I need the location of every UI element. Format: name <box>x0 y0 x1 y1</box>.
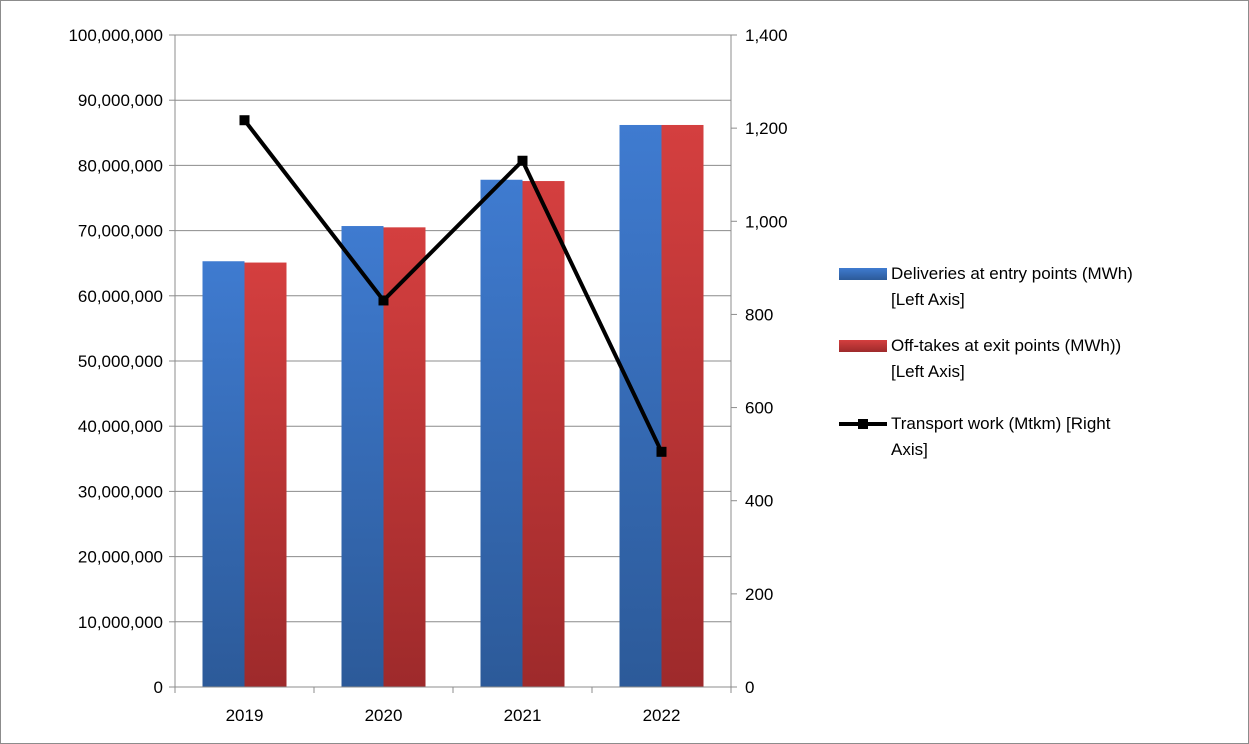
bar-deliveries-2020 <box>341 226 384 687</box>
legend-label-0-1: [Left Axis] <box>891 290 965 309</box>
bar-deliveries-2021 <box>480 179 523 687</box>
bar-offtakes-2021 <box>522 181 565 687</box>
right-tick-label: 0 <box>745 678 754 697</box>
right-tick-label: 1,400 <box>745 26 788 45</box>
right-tick-label: 200 <box>745 585 773 604</box>
legend: Deliveries at entry points (MWh) [Left Ax… <box>839 264 1133 459</box>
left-tick-label: 20,000,000 <box>78 548 163 567</box>
transport-work-line <box>242 119 664 453</box>
legend-swatch-marker <box>858 419 868 429</box>
left-tick-label: 40,000,000 <box>78 417 163 436</box>
legend-label-0-0: Deliveries at entry points (MWh) <box>891 264 1133 283</box>
left-tick-label: 90,000,000 <box>78 91 163 110</box>
transport-work-point-2021 <box>517 155 528 166</box>
x-tick-label: 2021 <box>504 706 542 725</box>
bars <box>202 124 704 687</box>
left-tick-label: 70,000,000 <box>78 222 163 241</box>
right-tick-label: 600 <box>745 399 773 418</box>
left-tick-label: 0 <box>154 678 163 697</box>
right-tick-label: 1,200 <box>745 119 788 138</box>
transport-work-point-2020 <box>378 295 389 306</box>
left-tick-label: 100,000,000 <box>68 26 163 45</box>
left-tick-label: 60,000,000 <box>78 287 163 306</box>
left-tick-label: 10,000,000 <box>78 613 163 632</box>
legend-label-2-1: Axis] <box>891 440 928 459</box>
left-tick-label: 80,000,000 <box>78 156 163 175</box>
x-tick-label: 2020 <box>365 706 403 725</box>
right-tick-label: 1,000 <box>745 212 788 231</box>
line-series <box>239 115 667 457</box>
legend-swatch-1 <box>839 340 887 352</box>
bar-offtakes-2022 <box>661 124 704 687</box>
transport-work-point-2022 <box>656 446 667 457</box>
left-tick-label: 30,000,000 <box>78 482 163 501</box>
x-tick-label: 2019 <box>226 706 264 725</box>
bar-offtakes-2019 <box>244 262 287 687</box>
x-tick-label: 2022 <box>643 706 681 725</box>
right-tick-label: 400 <box>745 492 773 511</box>
bar-offtakes-2020 <box>383 227 426 687</box>
legend-swatch-0 <box>839 268 887 280</box>
transport-work-point-2019 <box>239 115 250 126</box>
legend-label-1-1: [Left Axis] <box>891 362 965 381</box>
legend-label-2-0: Transport work (Mtkm) [Right <box>891 414 1111 433</box>
right-tick-label: 800 <box>745 305 773 324</box>
axes: 0 10,000,000 20,000,000 30,000,000 40,000,00… <box>68 26 787 725</box>
legend-label-1-0: Off-takes at exit points (MWh)) <box>891 336 1121 355</box>
bar-deliveries-2019 <box>202 261 245 687</box>
left-tick-label: 50,000,000 <box>78 352 163 371</box>
